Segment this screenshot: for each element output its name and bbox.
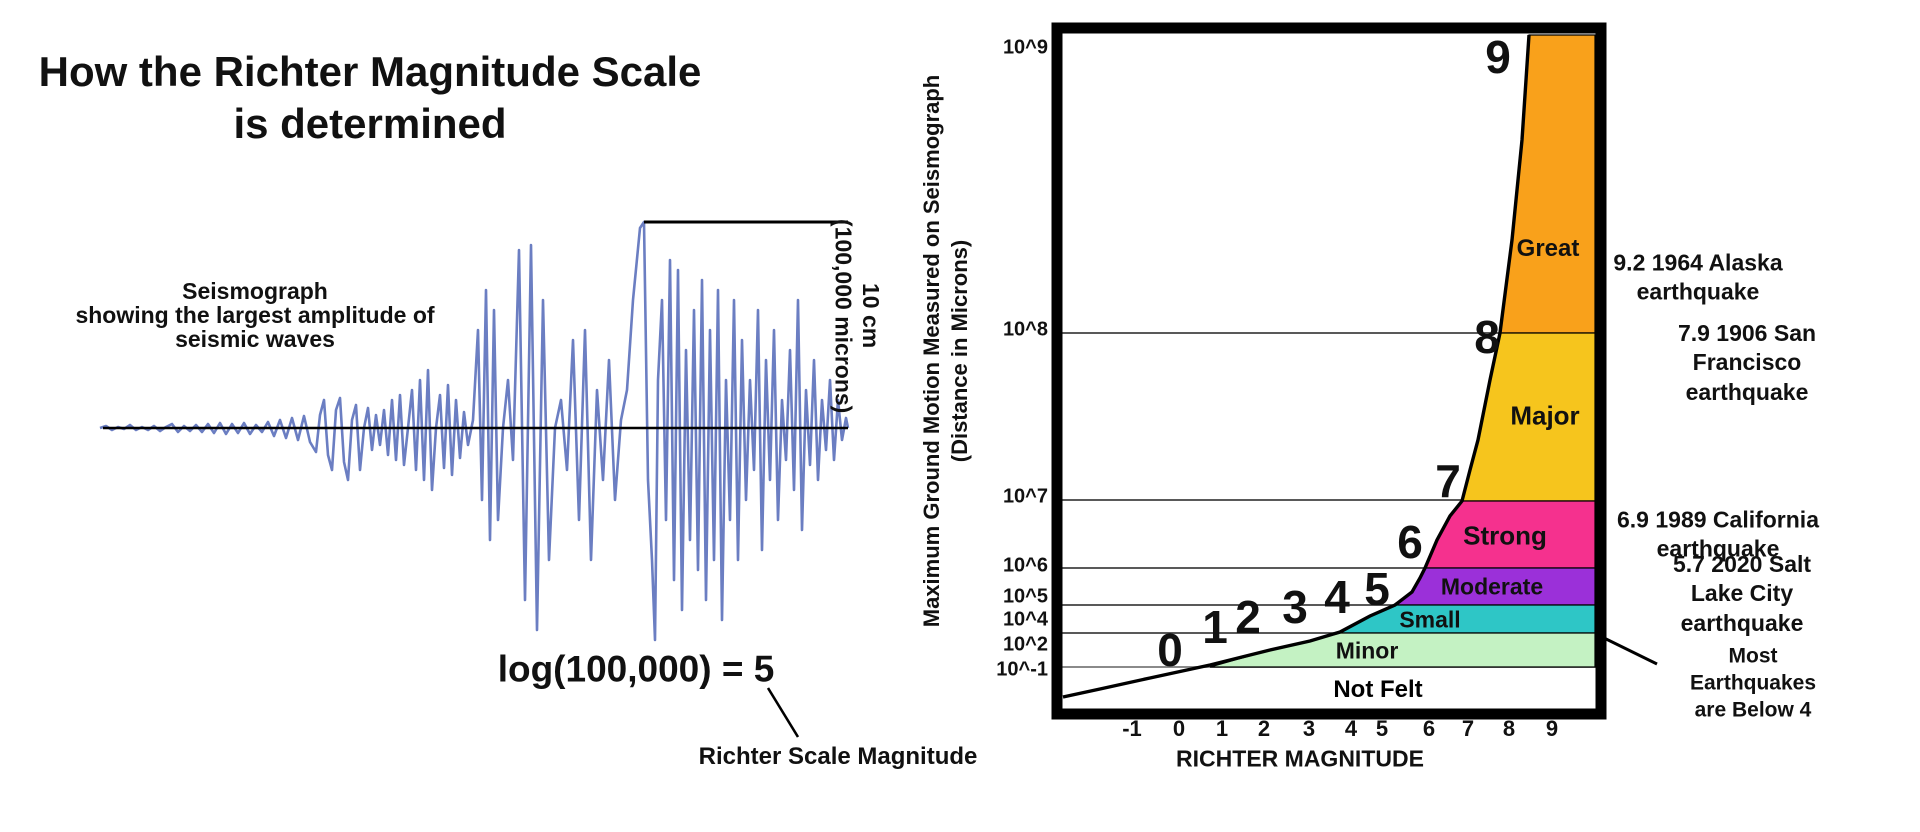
x-tick-7: 7 [1461, 716, 1475, 741]
band-label-minor: Minor [1335, 637, 1399, 664]
callout-most-earthquakes: Most Earthquakes are Below 4 [1670, 644, 1837, 725]
formula-pointer-line [766, 687, 800, 738]
x-tick-1: 1 [1215, 716, 1229, 741]
y-axis-title: Maximum Ground Motion Measured on Seismo… [918, 1, 976, 701]
y-tick-10e8: 10^8 [1002, 318, 1048, 341]
y-axis-title-line1: Maximum Ground Motion Measured on Seismo… [919, 74, 944, 628]
annotation-san-francisco-line2: earthquake [1685, 378, 1809, 405]
annotation-california: 6.9 1989 California earthquake [1617, 506, 1819, 565]
annotation-alaska-line1: 9.2 1964 Alaska [1613, 249, 1783, 276]
x-tick-2: 2 [1257, 716, 1271, 741]
x-tick-8: 8 [1502, 716, 1516, 741]
curve-number-4: 4 [1324, 571, 1350, 623]
curve-number-9: 9 [1485, 31, 1511, 83]
annotation-alaska-line2: earthquake [1636, 279, 1760, 305]
x-tick-4: 4 [1344, 716, 1358, 741]
page-title-line1: How the Richter Magnitude Scale [38, 47, 702, 95]
y-tick-10e-1: 10^-1 [996, 658, 1048, 681]
y-tick-10e5: 10^5 [1002, 585, 1048, 608]
x-tick-5: 5 [1375, 716, 1389, 741]
curve-number-0: 0 [1157, 624, 1183, 676]
curve-number-1: 1 [1202, 601, 1228, 653]
curve-number-7: 7 [1435, 455, 1461, 507]
curve-number-5: 5 [1364, 563, 1390, 615]
seismograph-caption-line3: seismic waves [175, 326, 335, 352]
annotation-salt-lake-city-line2: earthquake [1680, 609, 1804, 636]
curve-number-2: 2 [1235, 591, 1261, 643]
annotation-california-line1: 6.9 1989 California [1617, 506, 1819, 533]
band-great [1499, 34, 1596, 334]
callout-line1: Most Earthquakes [1689, 644, 1817, 695]
x-tick-0: 0 [1172, 716, 1186, 741]
page-title-line2: is determined [233, 99, 507, 147]
x-axis-title: RICHTER MAGNITUDE [1176, 745, 1424, 772]
seismograph-caption-line1: Seismograph [182, 278, 328, 304]
y-axis-title-line2: (Distance in Microns) [946, 239, 972, 463]
x-tick-neg1: -1 [1122, 716, 1142, 741]
y-tick-10e4: 10^4 [1002, 608, 1048, 631]
x-tick-3: 3 [1302, 716, 1316, 741]
chart-border [1051, 22, 1607, 720]
annotation-alaska: 9.2 1964 Alaska earthquake [1613, 249, 1782, 308]
callout-pointer-line [1599, 634, 1658, 666]
magnitude-bands [1209, 34, 1596, 668]
callout-line2: are Below 4 [1694, 698, 1812, 722]
y-tick-10e2: 10^2 [1002, 633, 1048, 656]
formula-pointer-label: Richter Scale Magnitude [698, 742, 978, 770]
amplitude-label: 10 cm (100,000 microns) [826, 193, 884, 439]
amplitude-label-line1: 10 cm [858, 283, 884, 349]
annotation-salt-lake-city: 5.7 2020 Salt Lake City earthquake [1653, 550, 1831, 638]
band-label-small: Small [1399, 606, 1461, 633]
log-formula: log(100,000) = 5 [497, 648, 775, 690]
seismograph-caption: Seismograph showing the largest amplitud… [75, 279, 434, 351]
annotation-salt-lake-city-line1: 5.7 2020 Salt Lake City [1672, 550, 1812, 607]
seismograph-caption-line2: showing the largest amplitude of [75, 302, 435, 328]
annotation-san-francisco: 7.9 1906 San Francisco earthquake [1661, 319, 1834, 407]
band-label-moderate: Moderate [1440, 573, 1544, 600]
annotation-san-francisco-line1: 7.9 1906 San Francisco [1677, 319, 1817, 376]
band-label-major: Major [1510, 400, 1580, 431]
curve-number-8: 8 [1474, 311, 1500, 363]
band-label-strong: Strong [1463, 520, 1547, 551]
amplitude-label-line2: (100,000 microns) [830, 218, 857, 414]
x-tick-9: 9 [1545, 716, 1559, 741]
band-label-great: Great [1516, 235, 1580, 262]
curve-number-6: 6 [1397, 516, 1423, 568]
annotation-california-line2: earthquake [1656, 536, 1780, 562]
y-tick-10e7: 10^7 [1002, 485, 1048, 508]
magnitude-curve [1062, 34, 1531, 699]
y-tick-10e9: 10^9 [1002, 36, 1048, 59]
y-tick-10e6: 10^6 [1002, 554, 1048, 577]
x-tick-6: 6 [1422, 716, 1436, 741]
curve-number-3: 3 [1282, 581, 1308, 633]
band-label-not-felt: Not Felt [1333, 676, 1423, 703]
